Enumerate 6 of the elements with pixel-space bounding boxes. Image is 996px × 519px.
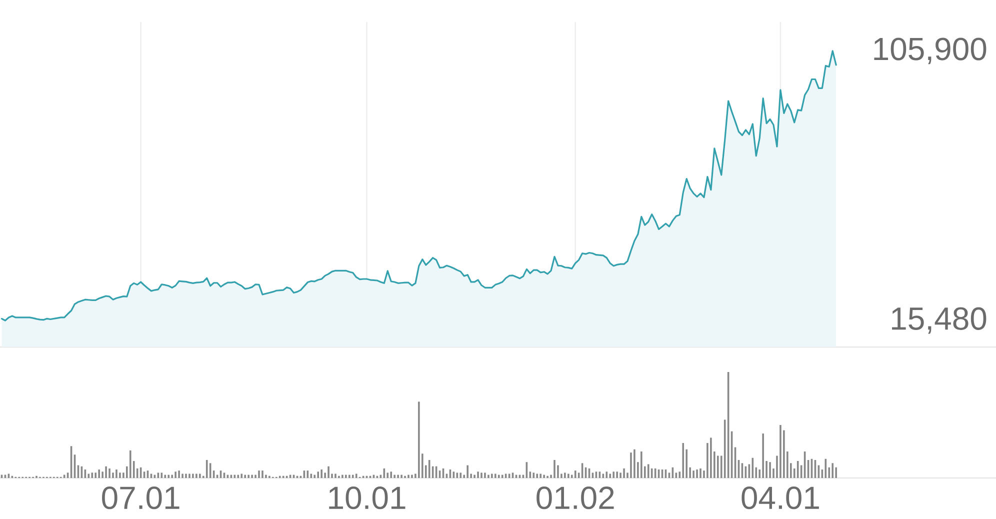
y-tick-label: 105,900	[874, 38, 986, 64]
x-tick-label: 01.02	[536, 486, 614, 510]
x-tick-label: 04.01	[742, 486, 819, 510]
x-tick-label: 07.01	[102, 486, 180, 510]
y-tick-label: 15,480	[892, 307, 986, 334]
x-tick-label: 10.01	[329, 486, 406, 510]
